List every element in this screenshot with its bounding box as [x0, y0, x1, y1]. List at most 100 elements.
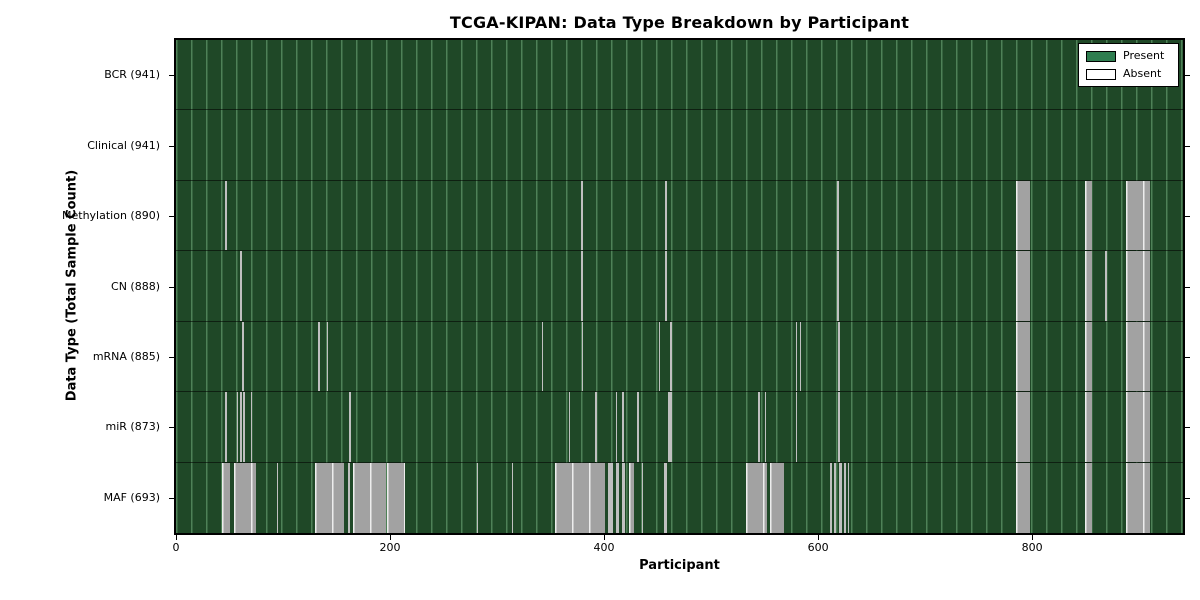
y-tick-mark-right: [1185, 216, 1190, 218]
y-tick-mark-right: [1185, 427, 1190, 429]
absent-segment: [1016, 462, 1030, 533]
absent-segment: [1126, 251, 1150, 321]
absent-segment: [1016, 180, 1030, 251]
y-tick-mark-right: [1185, 356, 1190, 358]
absent-segment: [326, 321, 329, 392]
heatmap-row-mir: [176, 392, 1183, 463]
legend-label-present: Present: [1123, 49, 1165, 62]
x-tick-label-200: 200: [379, 541, 401, 554]
y-tick-label-mrna: mRNA (885): [92, 349, 160, 363]
x-tick-label-800: 800: [1021, 541, 1043, 554]
absent-segment: [838, 321, 840, 392]
absent-segment: [580, 180, 583, 251]
absent-segment: [799, 321, 802, 392]
y-tick-mark-right: [1185, 497, 1190, 499]
absent-segment: [568, 392, 571, 462]
legend-item-present: Present: [1086, 50, 1170, 62]
x-axis-label: Participant: [639, 558, 720, 573]
x-tick-label-600: 600: [807, 541, 829, 554]
heatmap-row-maf: [176, 462, 1183, 533]
absent-segment: [837, 180, 840, 251]
absent-segment: [758, 392, 761, 462]
heatmap-row-mrna: [176, 321, 1183, 393]
absent-segment: [622, 392, 624, 462]
absent-segment: [250, 392, 253, 462]
absent-segment: [512, 462, 514, 533]
absent-segment: [628, 462, 634, 533]
absent-segment: [838, 392, 840, 462]
x-tick-mark: [176, 535, 177, 540]
y-tick-mark: [169, 286, 174, 288]
x-tick-mark: [390, 535, 392, 540]
absent-segment: [243, 392, 245, 462]
absent-segment: [276, 462, 278, 533]
heatmap-row-clinical: [176, 110, 1183, 181]
y-tick-label-maf: MAF (693): [103, 490, 160, 504]
absent-segment: [795, 392, 797, 462]
absent-segment: [240, 392, 242, 462]
absent-segment: [349, 392, 351, 462]
heatmap-row-methylation: [176, 180, 1183, 252]
heatmap-row-cn: [176, 251, 1183, 322]
absent-segment: [746, 462, 767, 533]
absent-segment: [665, 180, 668, 251]
legend-swatch-absent-icon: [1086, 68, 1116, 80]
y-tick-mark-right: [1185, 286, 1190, 288]
absent-segment: [225, 180, 228, 251]
y-tick-label-mir: miR (873): [105, 420, 161, 434]
absent-segment: [848, 462, 850, 533]
absent-segment: [670, 321, 672, 392]
y-tick-mark: [169, 75, 174, 77]
y-tick-mark: [169, 145, 174, 147]
absent-segment: [318, 321, 320, 392]
absent-segment: [1126, 392, 1150, 462]
absent-segment: [769, 462, 784, 533]
absent-segment: [315, 462, 344, 533]
y-tick-mark-right: [1185, 145, 1190, 147]
absent-segment: [233, 462, 257, 533]
y-tick-label-cn: CN (888): [111, 279, 160, 293]
absent-segment: [348, 462, 350, 533]
y-tick-mark: [169, 356, 174, 358]
absent-segment: [240, 251, 243, 321]
absent-segment: [581, 321, 583, 392]
legend-item-absent: Absent: [1086, 68, 1170, 80]
absent-segment: [615, 392, 618, 462]
absent-segment: [829, 462, 832, 533]
absent-segment: [1126, 180, 1150, 251]
x-tick-mark: [604, 535, 606, 540]
absent-segment: [837, 251, 840, 321]
absent-segment: [608, 462, 613, 533]
absent-segment: [554, 462, 606, 533]
absent-segment: [658, 321, 660, 392]
absent-segment: [1084, 251, 1093, 321]
y-tick-label-methylation: Methylation (890): [62, 209, 160, 223]
absent-segment: [595, 392, 597, 462]
absent-segment: [795, 321, 797, 392]
absent-segment: [1126, 462, 1150, 533]
absent-segment: [843, 462, 846, 533]
absent-segment: [222, 462, 230, 533]
x-tick-label-0: 0: [172, 541, 180, 554]
y-tick-mark-right: [1185, 75, 1190, 77]
absent-segment: [615, 462, 620, 533]
absent-segment: [1084, 392, 1093, 462]
y-tick-label-bcr: BCR (941): [104, 68, 160, 82]
absent-segment: [663, 462, 668, 533]
absent-segment: [476, 462, 478, 533]
absent-segment: [386, 462, 405, 533]
x-tick-mark: [818, 535, 820, 540]
absent-segment: [1084, 180, 1093, 251]
y-tick-mark: [169, 427, 174, 429]
x-tick-mark: [1032, 535, 1034, 540]
absent-segment: [641, 462, 643, 533]
absent-segment: [668, 392, 670, 462]
absent-segment: [839, 462, 842, 533]
y-tick-mark: [169, 497, 174, 499]
absent-segment: [670, 392, 672, 462]
absent-segment: [1016, 392, 1030, 462]
absent-segment: [1084, 462, 1093, 533]
absent-segment: [1016, 321, 1030, 392]
legend: Present Absent: [1078, 43, 1179, 87]
